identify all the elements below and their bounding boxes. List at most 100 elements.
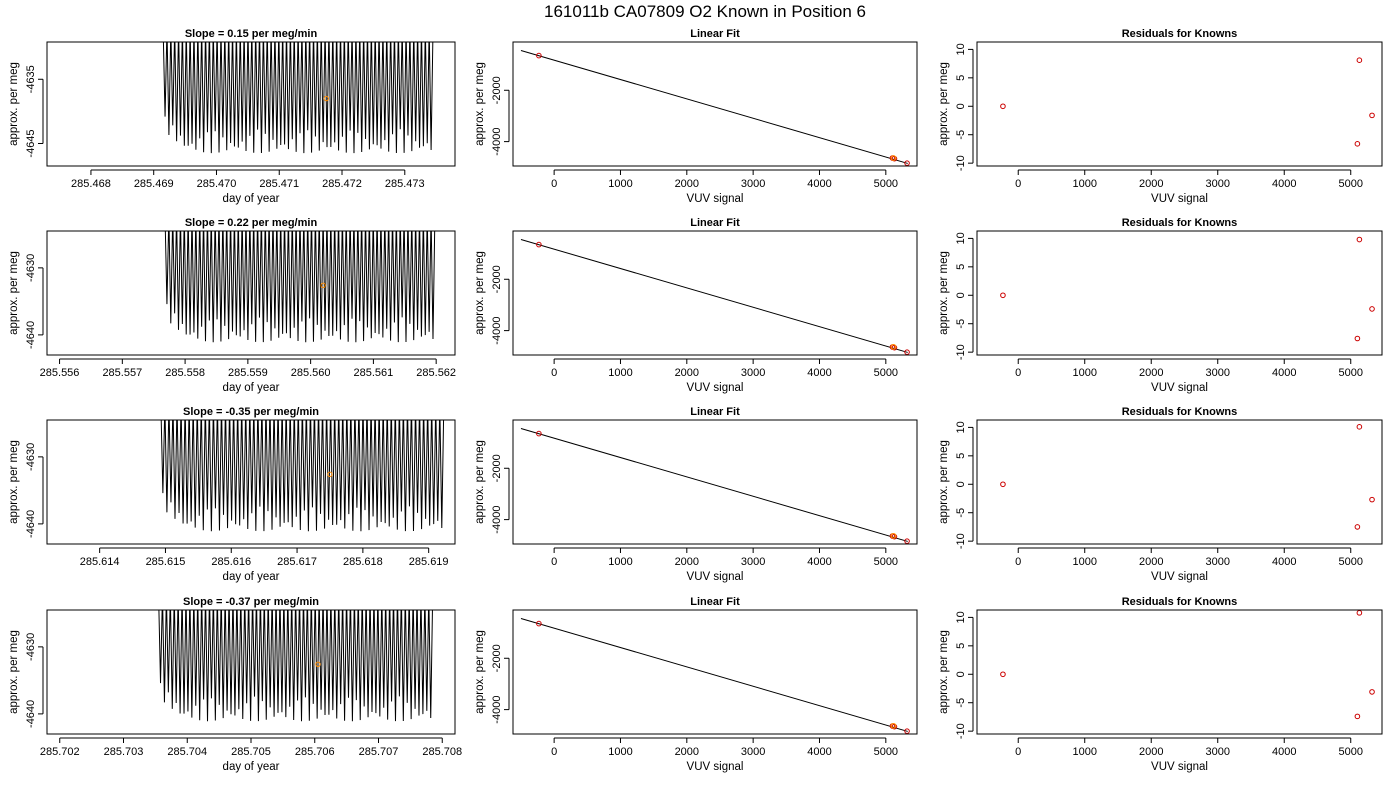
x-tick-label: 3000 <box>741 367 765 379</box>
y-tick-label: -10 <box>955 723 967 739</box>
data-point <box>536 52 542 59</box>
panel-title: Slope = 0.22 per meg/min <box>185 217 318 229</box>
x-axis-label: day of year <box>223 761 280 773</box>
x-axis-label: VUV signal <box>687 382 744 394</box>
x-axis-label: VUV signal <box>687 761 744 773</box>
y-tick-label: 5 <box>955 75 967 81</box>
y-tick-label: -2000 <box>491 265 503 293</box>
panel-title: Linear Fit <box>690 406 740 418</box>
panel-title: Slope = -0.35 per meg/min <box>183 406 319 418</box>
x-tick-label: 285.559 <box>228 367 268 379</box>
x-tick-label: 285.617 <box>277 556 317 568</box>
x-tick-label: 3000 <box>741 746 765 758</box>
y-tick-label: -4645 <box>25 129 37 157</box>
data-point <box>1356 236 1363 243</box>
panel-residuals-2: 0 1000 2000 3000 4000 5000 -10 -5 0 5 10 Residuals … <box>938 217 1383 394</box>
y-tick-label: -4630 <box>25 633 37 661</box>
plot-area <box>520 49 910 166</box>
x-axis-label: day of year <box>223 382 280 394</box>
x-tick-label: 2000 <box>1139 367 1163 379</box>
x-axis-label: day of year <box>223 193 280 205</box>
y-tick-label: 0 <box>955 292 967 298</box>
x-tick-label: 3000 <box>1205 367 1229 379</box>
x-tick-label: 2000 <box>1139 556 1163 568</box>
panel-title: Slope = -0.37 per meg/min <box>183 596 319 608</box>
x-tick-label: 285.472 <box>322 178 362 190</box>
panels: 285.468 285.469 285.470 285.471 285.472 285.4… <box>8 28 1383 773</box>
highlight-point <box>320 282 326 288</box>
x-tick-label: 285.557 <box>102 367 142 379</box>
fit-line <box>520 49 908 164</box>
highlight-point <box>323 95 330 102</box>
plot-frame <box>46 609 456 735</box>
data-point <box>1369 112 1375 119</box>
data-point <box>1000 292 1006 299</box>
plot-area <box>158 610 433 722</box>
x-tick-label: 5000 <box>874 367 898 379</box>
plot-area <box>520 238 910 355</box>
x-tick-label: 2000 <box>675 178 699 190</box>
panel-time-series-2: 285.556 285.557 285.558 285.559 285.560 285.5… <box>8 217 456 394</box>
highlight-point <box>890 155 897 161</box>
panel-linear-fit-2: 0 1000 2000 3000 4000 5000 -2000 -4000 Linear Fi… <box>474 217 918 394</box>
plot-frame <box>46 419 456 545</box>
panel-title: Residuals for Knowns <box>1122 406 1238 418</box>
x-tick-label: 0 <box>551 746 557 758</box>
y-tick-label: -4630 <box>25 443 37 471</box>
plot-frame <box>976 41 1383 167</box>
y-tick-label: -10 <box>955 533 967 549</box>
x-tick-label: 1000 <box>1072 746 1096 758</box>
x-tick-label: 0 <box>551 367 557 379</box>
plot-frame <box>512 41 918 167</box>
y-tick-label: -5 <box>955 698 967 708</box>
y-tick-label: -4000 <box>491 128 503 156</box>
x-tick-label: 4000 <box>807 746 831 758</box>
data-point <box>1356 424 1363 430</box>
panel-title: Residuals for Knowns <box>1122 28 1238 40</box>
x-tick-label: 4000 <box>807 556 831 568</box>
x-tick-label: 2000 <box>1139 178 1163 190</box>
plot-frame <box>976 419 1383 545</box>
x-tick-label: 0 <box>1015 746 1021 758</box>
data-point <box>1354 335 1361 342</box>
data-point <box>536 620 542 627</box>
x-tick-label: 3000 <box>741 556 765 568</box>
plot-area <box>164 231 436 343</box>
y-axis-label: approx. per meg <box>938 62 950 146</box>
y-tick-label: -4640 <box>25 510 37 538</box>
x-axis-label: day of year <box>223 571 280 583</box>
y-tick-label: -4640 <box>25 700 37 728</box>
y-tick-label: -4000 <box>491 317 503 345</box>
data-point <box>1354 713 1361 720</box>
x-tick-label: 285.556 <box>40 367 80 379</box>
x-tick-label: 5000 <box>1339 178 1363 190</box>
y-axis-label: approx. per meg <box>938 251 950 335</box>
y-axis-label: approx. per meg <box>474 440 486 524</box>
panel-residuals-3: 0 1000 2000 3000 4000 5000 -10 -5 0 5 10 Residuals … <box>938 406 1383 583</box>
x-tick-label: 285.468 <box>71 178 111 190</box>
plot-area <box>162 42 434 154</box>
plot-frame <box>976 230 1383 356</box>
y-tick-label: 10 <box>955 611 967 623</box>
x-axis-label: VUV signal <box>1151 382 1208 394</box>
x-tick-label: 1000 <box>1072 178 1096 190</box>
data-point <box>1356 610 1363 616</box>
y-axis-label: approx. per meg <box>938 630 950 714</box>
data-point <box>904 728 910 734</box>
x-tick-label: 285.558 <box>165 367 205 379</box>
y-tick-label: -4000 <box>491 506 503 534</box>
y-tick-label: -10 <box>955 155 967 171</box>
data-point <box>1000 103 1006 110</box>
x-tick-label: 1000 <box>608 367 632 379</box>
y-tick-label: -4635 <box>25 65 37 93</box>
time-series-trace <box>160 420 445 532</box>
x-axis-label: VUV signal <box>1151 193 1208 205</box>
x-axis-label: VUV signal <box>1151 761 1208 773</box>
data-point <box>891 533 898 540</box>
plot-area <box>1000 424 1375 530</box>
x-tick-label: 3000 <box>1205 178 1229 190</box>
x-tick-label: 4000 <box>807 367 831 379</box>
x-tick-label: 1000 <box>608 178 632 190</box>
x-tick-label: 0 <box>551 178 557 190</box>
data-point <box>1000 671 1006 678</box>
